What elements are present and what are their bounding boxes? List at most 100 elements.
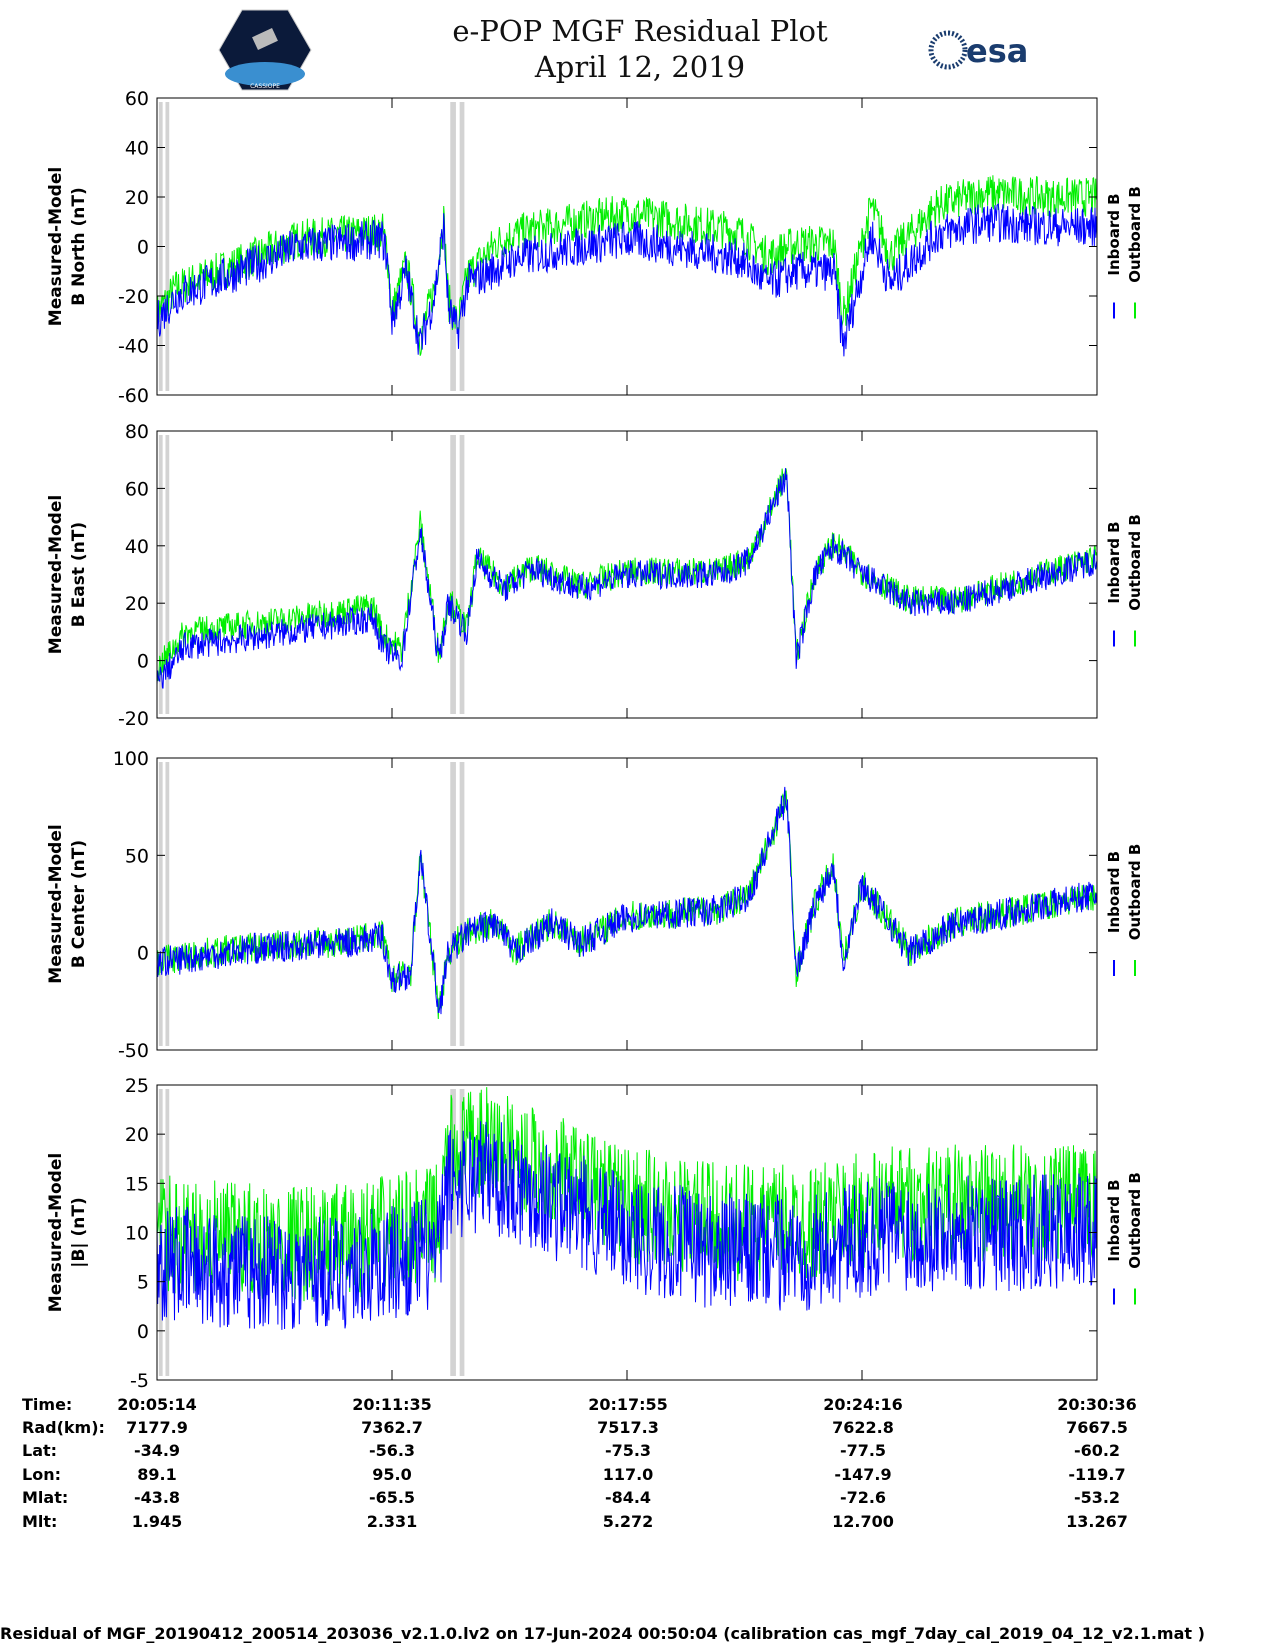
table-cell: -34.9 — [133, 1441, 181, 1460]
table-row-label: Mlat: — [22, 1488, 69, 1507]
table-row-label: Lon: — [22, 1465, 61, 1484]
table-cell: -72.6 — [839, 1488, 887, 1507]
table-cell: 7177.9 — [126, 1418, 188, 1437]
table-cell: -147.9 — [834, 1465, 892, 1484]
y-tick-label: -40 — [118, 336, 149, 358]
table-cell: -56.3 — [368, 1441, 416, 1460]
table-cell: -119.7 — [1068, 1465, 1126, 1484]
y-tick-label: 60 — [125, 88, 149, 110]
y-axis-label: B Center (nT) — [69, 840, 89, 968]
table-cell: 89.1 — [137, 1465, 177, 1484]
y-tick-label: 20 — [125, 187, 149, 209]
table-cell: 20:17:55 — [588, 1395, 668, 1414]
y-tick-label: 25 — [125, 1075, 149, 1097]
plot-title: e-POP MGF Residual Plot — [452, 14, 828, 48]
data-gap-band — [459, 435, 465, 714]
data-gap-band — [459, 102, 465, 391]
table-row-label: Mlt: — [22, 1512, 58, 1531]
panel-3: 100 50 0 -50 Measured-Model B Center (nT) Inbo… — [46, 748, 1144, 1062]
svg-text:esa: esa — [966, 32, 1028, 70]
inboard-series-line — [156, 1121, 1098, 1330]
plot-frame — [156, 757, 1098, 1051]
y-tick-label: 20 — [125, 593, 149, 615]
svg-text:CASSIOPE: CASSIOPE — [250, 83, 280, 90]
table-cell: -65.5 — [368, 1488, 416, 1507]
table-cell: 20:05:14 — [117, 1395, 197, 1414]
table-cell: -77.5 — [839, 1441, 887, 1460]
y-axis-label: Measured-Model — [46, 167, 66, 326]
y-tick-label: 60 — [125, 478, 149, 500]
table-row-label: Lat: — [22, 1441, 58, 1460]
inboard-series-line — [156, 468, 1098, 689]
y-tick-label: 40 — [125, 536, 149, 558]
y-tick-label: 80 — [125, 421, 149, 443]
data-gap-band — [450, 102, 456, 391]
data-gap-band — [165, 762, 170, 1046]
plot-date: April 12, 2019 — [534, 50, 746, 84]
table-row-label: Rad(km): — [22, 1418, 105, 1437]
table-cell: -53.2 — [1073, 1488, 1121, 1507]
y-axis-label: Measured-Model — [46, 824, 66, 983]
y-tick-label: 20 — [125, 1124, 149, 1146]
data-gap-band — [158, 762, 163, 1046]
y-tick-label: 10 — [125, 1223, 149, 1245]
legend-label: Outboard B — [1126, 186, 1144, 283]
table-cell: 20:24:16 — [823, 1395, 903, 1414]
inboard-series-line — [156, 786, 1098, 1015]
y-axis-label: B North (nT) — [69, 187, 89, 306]
y-tick-label: 0 — [137, 651, 149, 673]
table-cell: 2.331 — [366, 1512, 418, 1531]
table-cell: 7667.5 — [1066, 1418, 1128, 1437]
outboard-series-line — [156, 175, 1098, 356]
table-cell: 12.700 — [832, 1512, 894, 1531]
data-gap-band — [165, 102, 170, 391]
y-tick-label: 100 — [113, 748, 149, 770]
table-cell: 13.267 — [1066, 1512, 1128, 1531]
legend-label: Inboard B — [1105, 193, 1123, 275]
y-axis-label: Measured-Model — [46, 495, 66, 654]
y-tick-label: 15 — [125, 1173, 149, 1195]
y-tick-label: -20 — [118, 708, 149, 730]
panel-4: 25 20 15 10 5 0 -5 Measured-Model |B| (nT) Inboar… — [46, 1075, 1144, 1392]
table-cell: 7622.8 — [832, 1418, 894, 1437]
data-gap-band — [450, 435, 456, 714]
y-tick-label: 0 — [137, 943, 149, 965]
table-cell: 1.945 — [131, 1512, 183, 1531]
y-tick-label: -50 — [118, 1040, 149, 1062]
legend-label: Outboard B — [1126, 844, 1144, 941]
cassiope-logo: CASSIOPE — [218, 9, 312, 91]
footer-caption: Residual of MGF_20190412_200514_203036_v… — [0, 1624, 1205, 1643]
y-tick-label: 5 — [137, 1272, 149, 1294]
table-row-label: Time: — [22, 1395, 73, 1414]
data-gap-band — [158, 435, 163, 714]
legend-label: Inboard B — [1105, 1179, 1123, 1261]
table-cell: 117.0 — [602, 1465, 654, 1484]
data-gap-band — [450, 762, 456, 1046]
y-axis-label: Measured-Model — [46, 1153, 66, 1312]
table-cell: 5.272 — [602, 1512, 654, 1531]
y-tick-label: 0 — [137, 1321, 149, 1343]
data-gap-band — [450, 1089, 456, 1376]
y-axis-label: B East (nT) — [69, 522, 89, 627]
y-tick-label: 0 — [137, 237, 149, 259]
panel-1: 60 40 20 0 -20 -40 -60 Measured-Model B North (n… — [46, 88, 1144, 407]
panel-2: 80 60 40 20 0 -20 Measured-Model B East (nT) Inb… — [46, 421, 1144, 730]
table-cell: -43.8 — [133, 1488, 181, 1507]
data-gap-band — [459, 762, 465, 1046]
legend-label: Outboard B — [1126, 514, 1144, 611]
outboard-series-line — [156, 1087, 1098, 1302]
table-cell: 7362.7 — [361, 1418, 423, 1437]
y-tick-label: 40 — [125, 138, 149, 160]
inboard-series-line — [156, 203, 1098, 357]
y-tick-label: -60 — [118, 385, 149, 407]
table-cell: -84.4 — [604, 1488, 652, 1507]
outboard-series-line — [156, 790, 1098, 1020]
legend-label: Outboard B — [1126, 1172, 1144, 1269]
legend-label: Inboard B — [1105, 521, 1123, 603]
data-gap-band — [165, 435, 170, 714]
table-cell: 7517.3 — [597, 1418, 659, 1437]
table-cell: -60.2 — [1073, 1441, 1121, 1460]
y-tick-label: -20 — [118, 286, 149, 308]
esa-logo: esa — [928, 30, 1028, 70]
